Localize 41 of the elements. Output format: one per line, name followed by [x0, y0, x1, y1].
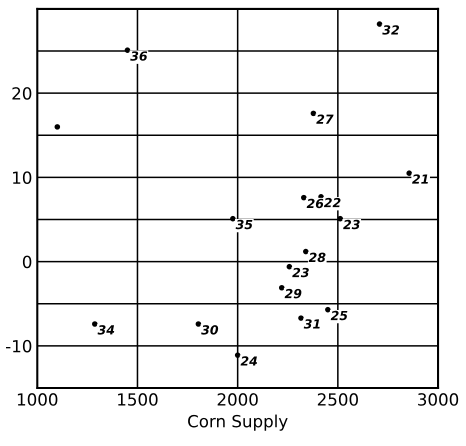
annotation: 36 [130, 51, 148, 61]
point [230, 216, 236, 222]
annotation: 22 [324, 198, 340, 208]
annotation: 23 [292, 268, 309, 278]
x-tick-label: 1500 [118, 393, 158, 406]
annotation: 26 [306, 198, 324, 208]
annotation: 24 [240, 356, 258, 366]
point [286, 264, 292, 270]
point [124, 47, 130, 53]
annotation: 23 [343, 220, 360, 230]
point [298, 315, 304, 321]
annotation: 35 [236, 220, 252, 230]
x-axis-title: Corn Supply [188, 414, 288, 431]
point [234, 352, 240, 358]
annotation: 25 [330, 310, 348, 320]
annotation: 30 [201, 325, 218, 335]
point [303, 248, 309, 254]
point [376, 21, 382, 27]
x-tick-label: 2000 [218, 393, 258, 406]
point [92, 321, 98, 327]
x-tick-label: 3000 [418, 393, 458, 406]
point [301, 194, 307, 200]
x-tick-label: 2500 [318, 393, 358, 406]
y-tick-label: 20 [12, 87, 32, 100]
annotation: 32 [382, 25, 400, 35]
y-tick-label: -10 [6, 340, 32, 352]
annotation: 34 [98, 325, 114, 335]
y-tick-label: 0 [22, 256, 32, 268]
point [278, 284, 285, 291]
point [54, 124, 60, 130]
annotation: 29 [284, 288, 302, 298]
annotation: 31 [304, 319, 320, 329]
point [310, 110, 316, 116]
annotation: 28 [308, 252, 326, 262]
point [196, 321, 202, 327]
annotation: 27 [316, 114, 334, 124]
point [325, 306, 331, 312]
x-tick-label: 1000 [18, 393, 58, 406]
annotation: 21 [412, 174, 428, 184]
y-tick-label: 10 [13, 171, 32, 184]
point [406, 170, 412, 176]
